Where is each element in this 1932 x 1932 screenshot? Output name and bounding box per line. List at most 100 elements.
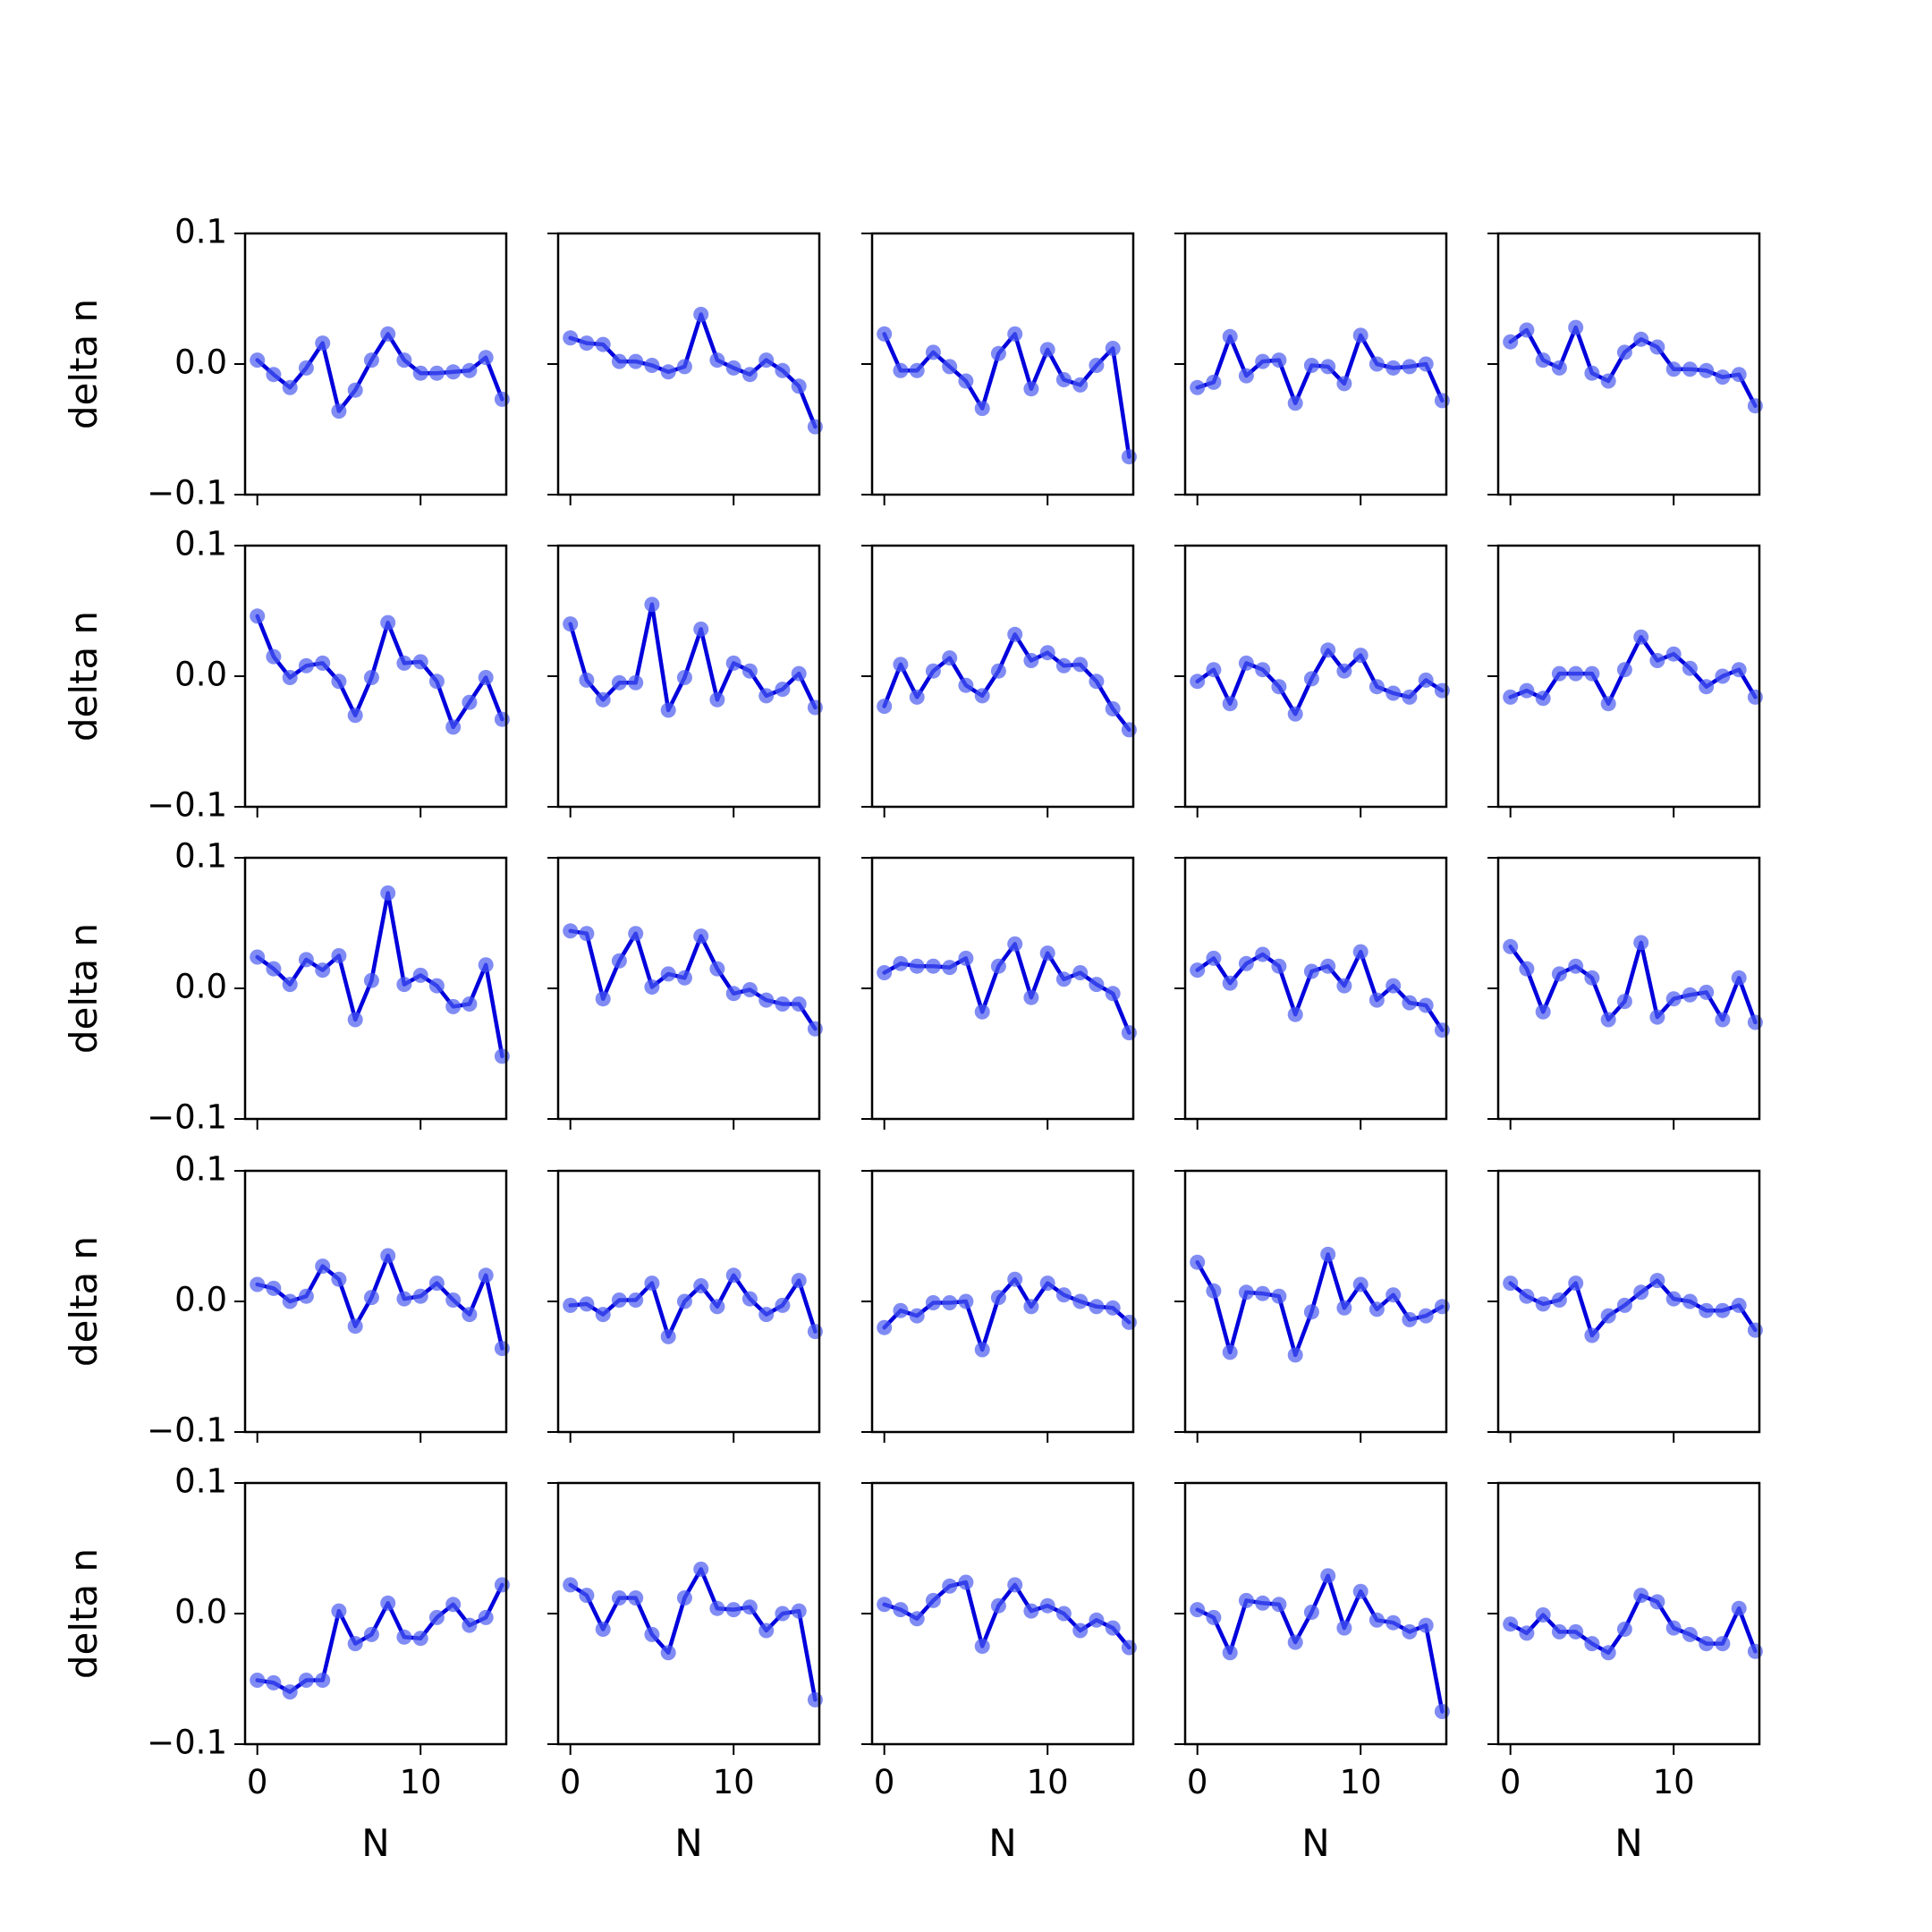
data-point [1665, 646, 1682, 662]
data-point [990, 663, 1006, 679]
data-point [1568, 958, 1584, 974]
subplot-r3-c2 [547, 856, 823, 1130]
series-line [882, 632, 1131, 733]
x-axis-label: N [1614, 1821, 1642, 1865]
data-point [693, 1561, 709, 1577]
y-tick-label: 0.1 [174, 1150, 227, 1189]
x-tick-label: 0 [874, 1763, 895, 1801]
subplot-r1-c3 [861, 232, 1137, 505]
x-tick-label: 0 [560, 1763, 581, 1801]
y-tick-label: 0.1 [174, 1462, 227, 1501]
data-point [462, 1617, 478, 1633]
data-point [1055, 372, 1072, 387]
data-point [791, 1603, 807, 1619]
data-point [611, 1590, 627, 1606]
data-point [877, 1319, 893, 1335]
data-point [1271, 1597, 1287, 1613]
data-point [1682, 1626, 1698, 1642]
data-point [579, 335, 595, 352]
data-point [363, 972, 379, 988]
data-point [1434, 1704, 1450, 1719]
data-point [1023, 989, 1039, 1005]
data-point [942, 960, 958, 976]
data-point [380, 885, 396, 901]
data-point [1402, 1311, 1418, 1327]
data-point [1105, 701, 1121, 716]
data-point [579, 1588, 595, 1604]
data-point [709, 691, 725, 708]
data-point [1039, 945, 1055, 962]
data-point [974, 688, 990, 704]
data-point [1616, 662, 1632, 678]
data-point [1535, 352, 1551, 369]
data-point [282, 379, 298, 395]
data-point [1715, 1302, 1731, 1318]
subplot-r5-c5: 0 10 N [1487, 1481, 1763, 1865]
subplot-r3-c5 [1487, 856, 1763, 1130]
data-point [958, 677, 974, 693]
data-point [298, 1288, 314, 1304]
data-point [660, 1328, 676, 1344]
data-point [877, 965, 893, 980]
data-point [1303, 1605, 1319, 1620]
data-point [298, 657, 314, 674]
data-point [1023, 1299, 1039, 1315]
data-point [1121, 1640, 1137, 1656]
data-point [1271, 679, 1287, 695]
data-point [563, 1297, 579, 1313]
data-point [1320, 359, 1336, 375]
data-point [1731, 367, 1747, 383]
data-point [611, 1292, 627, 1308]
data-point [1699, 1636, 1715, 1652]
data-point [1255, 1595, 1271, 1611]
data-point [1105, 986, 1121, 1002]
data-point [1584, 970, 1600, 986]
data-point [1352, 1583, 1368, 1599]
data-point [1519, 961, 1535, 977]
data-point [741, 1599, 758, 1615]
data-point [1519, 1288, 1535, 1304]
data-point [1271, 352, 1287, 369]
data-point [1551, 665, 1567, 682]
data-point [380, 614, 396, 631]
data-point [266, 961, 282, 977]
series-line [1508, 940, 1758, 1025]
data-point [1303, 1304, 1319, 1320]
data-point [282, 670, 298, 685]
data-point [958, 1574, 974, 1590]
data-point [1600, 1645, 1616, 1661]
x-axis-label: N [674, 1821, 702, 1865]
data-point [1402, 689, 1418, 705]
data-point [644, 1626, 660, 1642]
data-point [909, 1308, 925, 1324]
data-point [1402, 995, 1418, 1011]
data-point [595, 336, 611, 352]
data-point [1616, 1297, 1632, 1313]
y-tick-label: −0.1 [147, 786, 227, 825]
series-line [1195, 1252, 1445, 1358]
data-point [958, 1293, 974, 1309]
data-point [1616, 994, 1632, 1010]
data-point [1238, 655, 1254, 671]
data-point [974, 1004, 990, 1020]
data-point [1007, 936, 1023, 952]
data-point [1535, 1296, 1551, 1312]
data-point [445, 719, 462, 735]
data-point [893, 657, 909, 673]
data-point [478, 1609, 494, 1625]
data-point [644, 1275, 660, 1292]
data-point [791, 665, 807, 682]
data-point [1320, 642, 1336, 658]
x-axis-label: N [988, 1821, 1016, 1865]
data-point [807, 1691, 823, 1707]
data-point [445, 998, 462, 1014]
x-axis-label: N [361, 1821, 389, 1865]
data-point [1633, 1588, 1649, 1604]
data-point [1303, 963, 1319, 979]
subplot-r3-c1: −0.1 0.0 0.1 delta n [62, 837, 510, 1137]
data-point [990, 1290, 1006, 1306]
data-point [1535, 1004, 1551, 1020]
data-point [1731, 1600, 1747, 1616]
data-point [1190, 1254, 1206, 1270]
data-point [1418, 356, 1434, 372]
